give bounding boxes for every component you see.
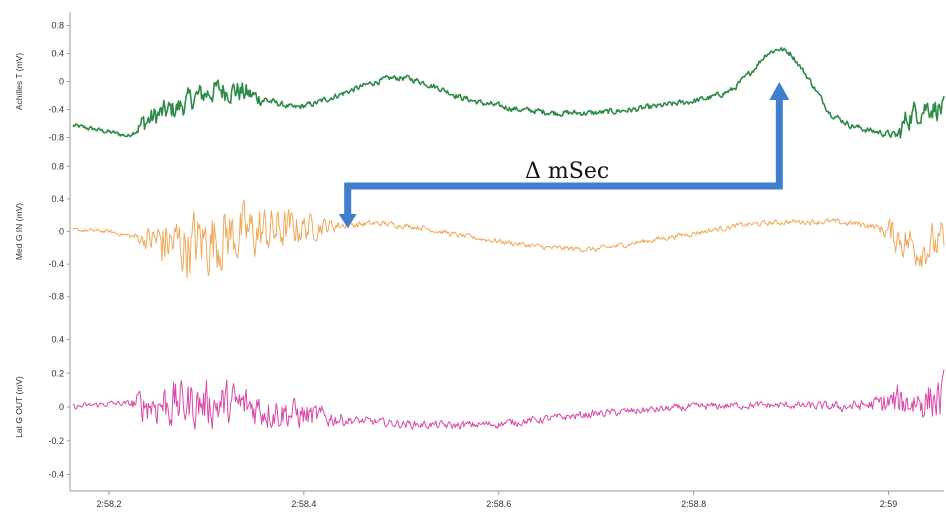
y-tick-label: -0.4 [48, 470, 64, 480]
delta-msec-label: Δ mSec [525, 159, 609, 184]
y-tick-label: 0.2 [51, 368, 64, 378]
y-tick-label: -0.2 [48, 436, 64, 446]
y-tick-label: 0.4 [51, 194, 64, 204]
axes-layer: 2:58.2 2:58.4 2:58.6 2:58.8 2:59 0.8 0.4 0 -0.4 -… [14, 12, 944, 509]
delta-arrow-head-down [338, 214, 357, 228]
y-tick-label: 0.4 [51, 49, 64, 59]
y-tick-label: 0.4 [51, 335, 64, 345]
y-tick-label: 0 [59, 402, 64, 412]
x-tick-label: 2:59 [880, 499, 898, 509]
y-tick-label: 0.8 [51, 161, 64, 171]
y-tick-label: 0 [59, 77, 64, 87]
signal-line-1 [72, 46, 945, 139]
y-tick-label: -0.4 [48, 105, 64, 115]
signal-line-2 [72, 199, 945, 279]
y-tick-label: -0.8 [48, 292, 64, 302]
y-tick-label: 0.8 [51, 21, 64, 31]
x-tick-label: 2:58.6 [486, 499, 511, 509]
y-axis-label: Lat G OUT (mV) [14, 376, 24, 438]
delta-arrow-head-up [769, 82, 790, 100]
delta-annotation: Δ mSec [338, 82, 790, 228]
y-tick-label: -0.4 [48, 259, 64, 269]
y-axis-label: Achilles T (mV) [14, 53, 24, 110]
series-layer [72, 46, 945, 430]
delta-arrow-line [344, 100, 783, 214]
x-tick-label: 2:58.2 [96, 499, 121, 509]
y-tick-label: -0.8 [48, 133, 64, 143]
x-tick-label: 2:58.8 [681, 499, 706, 509]
y-tick-label: 0 [59, 227, 64, 237]
y-axis-label: Med G IN (mV) [14, 203, 24, 260]
x-tick-label: 2:58.4 [291, 499, 316, 509]
signal-line-3 [72, 369, 945, 430]
